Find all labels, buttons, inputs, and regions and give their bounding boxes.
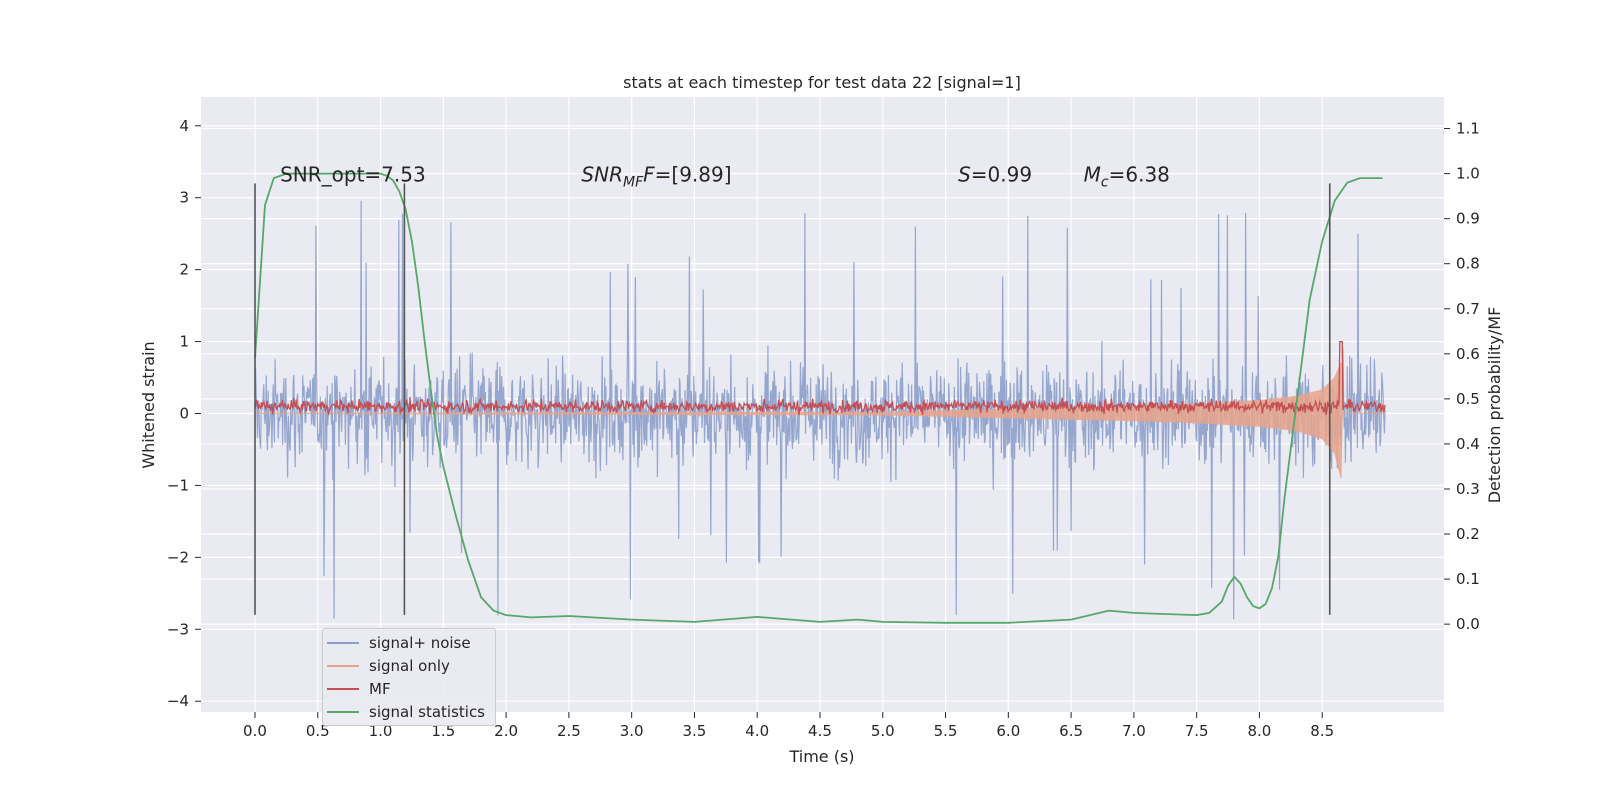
x-tick-label: 2.5 (557, 722, 581, 740)
y-tick-label: −3 (167, 620, 189, 638)
y-tick-label: 2 (179, 261, 189, 279)
series-signal-statistics-line (254, 172, 1383, 624)
legend-label-signal-noise: signal+ noise (369, 633, 471, 652)
annotation-snr-opt: SNR_opt=7.53 (280, 162, 426, 186)
y2-tick-label: 0.8 (1456, 255, 1480, 273)
x-tick-label: 4.0 (745, 722, 769, 740)
x-tick-label: 0.5 (306, 722, 330, 740)
x-axis-label: Time (s) (788, 747, 854, 766)
annotation-chirp-mass: Mc=6.38 (1084, 162, 1170, 190)
series-signal-noise-line (254, 200, 1386, 620)
x-tick-label: 5.0 (871, 722, 895, 740)
x-tick-label: 8.5 (1310, 722, 1334, 740)
y2-tick-label: 0.7 (1456, 300, 1480, 318)
x-tick-label: 6.0 (996, 722, 1020, 740)
x-tick-label: 0.0 (243, 722, 267, 740)
y2-tick-label: 0.2 (1456, 525, 1480, 543)
y2-tick-label: 0.4 (1456, 435, 1480, 453)
legend-swatch-signal-noise (327, 641, 359, 644)
legend-label-mf: MF (369, 679, 391, 698)
annotation-snr-mf-value: =[9.89] (655, 162, 732, 186)
annotation-s-italic: S (958, 162, 971, 186)
x-tick-label: 7.5 (1185, 722, 1209, 740)
x-tick-label: 5.5 (934, 722, 958, 740)
y-axis-ticks: −4 −3 −2 −1 0 1 2 3 4 (167, 117, 201, 710)
y2-tick-label: 0.1 (1456, 570, 1480, 588)
y2-tick-label: 0.9 (1456, 210, 1480, 228)
y2-axis-ticks: 0.0 0.1 0.2 0.3 0.4 0.5 0.6 0.7 0.8 0.9 1.0 1.1 (1444, 120, 1480, 633)
x-tick-label: 4.5 (808, 722, 832, 740)
annotations: SNR_opt=7.53 SNRMFF=[9.89] S=0.99 Mc=6.3… (280, 162, 1170, 190)
legend-label-signal-statistics: signal statistics (369, 702, 486, 721)
annotation-snr-opt-text: SNR_opt=7.53 (280, 162, 426, 186)
x-tick-label: 3.0 (620, 722, 644, 740)
annotation-snr-mf-italic2: F (643, 162, 655, 186)
annotation-snr-mf-sub: MF (623, 174, 644, 190)
legend-swatch-mf (327, 687, 359, 690)
legend-swatch-signal-only (327, 664, 359, 667)
annotation-mc-value: =6.38 (1109, 162, 1170, 186)
y-tick-label: −2 (167, 548, 189, 566)
y-tick-label: 4 (179, 117, 189, 135)
y-axis-label: Whitened strain (139, 341, 158, 468)
x-axis-ticks: 0.0 0.5 1.0 1.5 2.0 2.5 3.0 3.5 4.0 4.5 5.0 5.5 6.0 6… (243, 712, 1334, 740)
y2-axis-label: Detection probability/MF (1485, 307, 1504, 504)
x-tick-label: 3.5 (683, 722, 707, 740)
x-tick-label: 1.0 (369, 722, 393, 740)
legend-item-signal-only: signal only (323, 654, 495, 677)
y2-tick-label: 0.5 (1456, 390, 1480, 408)
chart-title: stats at each timestep for test data 22 … (623, 73, 1021, 92)
legend: signal+ noise signal only MF signal stat… (322, 628, 496, 726)
y2-tick-label: 0.3 (1456, 480, 1480, 498)
x-tick-label: 6.5 (1059, 722, 1083, 740)
annotation-s-value: =0.99 (971, 162, 1032, 186)
y-tick-label: −1 (167, 476, 189, 494)
y-tick-label: 3 (179, 189, 189, 207)
x-tick-label: 2.0 (494, 722, 518, 740)
y2-tick-label: 1.1 (1456, 120, 1480, 138)
annotation-mc-italic: M (1084, 162, 1101, 186)
x-tick-label: 7.0 (1122, 722, 1146, 740)
x-tick-label: 8.0 (1248, 722, 1272, 740)
y-tick-label: −4 (167, 692, 189, 710)
annotation-s-stat: S=0.99 (958, 162, 1032, 186)
series-mf-line (254, 340, 1386, 416)
legend-item-mf: MF (323, 677, 495, 700)
y2-tick-label: 0.0 (1456, 615, 1480, 633)
legend-item-signal-statistics: signal statistics (323, 700, 495, 723)
y-tick-label: 0 (179, 404, 189, 422)
y2-tick-label: 1.0 (1456, 165, 1480, 183)
annotation-mc-sub: c (1101, 174, 1109, 190)
y-tick-label: 1 (179, 333, 189, 351)
annotation-snr-mf-italic: SNR (581, 162, 623, 186)
legend-item-signal-noise: signal+ noise (323, 631, 495, 654)
vertical-markers (254, 183, 1331, 615)
y2-tick-label: 0.6 (1456, 345, 1480, 363)
traces (254, 172, 1386, 624)
annotation-snr-mf: SNRMFF=[9.89] (581, 162, 731, 190)
legend-label-signal-only: signal only (369, 656, 450, 675)
x-tick-label: 1.5 (431, 722, 455, 740)
legend-swatch-signal-statistics (327, 710, 359, 713)
